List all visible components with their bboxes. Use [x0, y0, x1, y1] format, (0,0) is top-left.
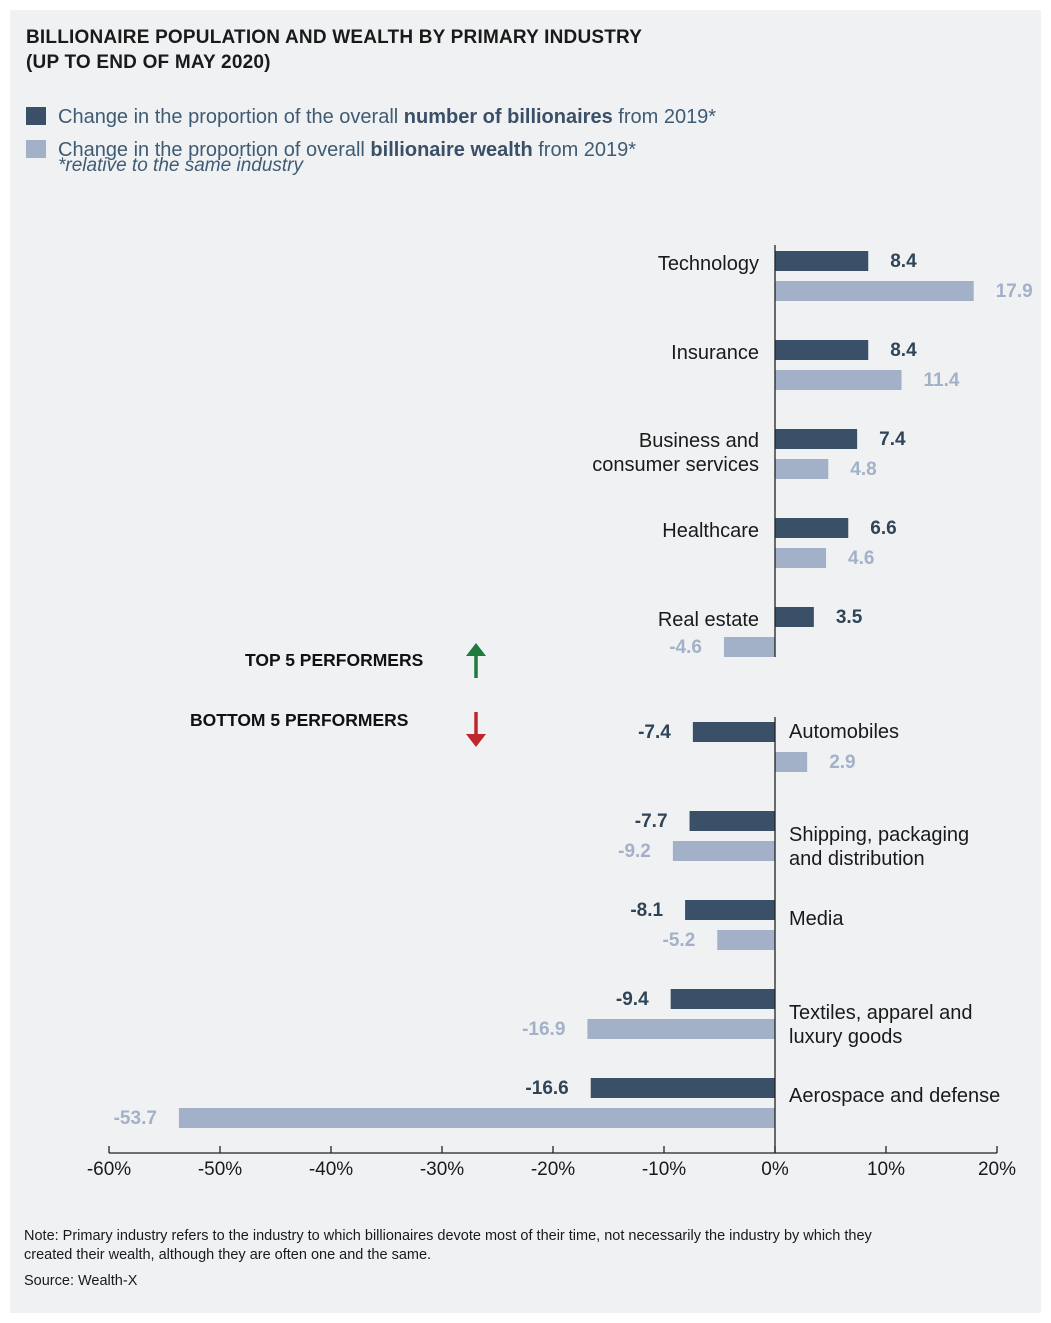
category-label: Textiles, apparel and [789, 1002, 972, 1024]
legend-footnote: *relative to the same industry [58, 155, 304, 176]
data-label: -9.2 [618, 841, 651, 862]
data-label: -9.4 [616, 989, 649, 1010]
data-label: 11.4 [924, 370, 960, 391]
data-label: 4.6 [848, 548, 874, 569]
x-tick-label: -50% [198, 1159, 242, 1180]
x-tick-label: -60% [87, 1159, 131, 1180]
bar-billionaire-wealth-0 [775, 281, 974, 301]
legend1-bold: number of billionaires [403, 106, 613, 128]
bar-billionaire-wealth-7 [717, 930, 775, 950]
up-arrow-icon [466, 643, 486, 678]
legend1-text: Change in the proportion of the overall [58, 106, 404, 128]
legend-swatch-dark [26, 107, 46, 125]
x-tick-label: 20% [978, 1159, 1016, 1180]
data-label: 4.8 [850, 459, 876, 480]
category-label: Automobiles [789, 721, 899, 743]
category-label: Business and [639, 430, 759, 452]
category-label: Technology [658, 253, 759, 275]
bar-billionaire-wealth-9 [178, 1108, 775, 1128]
x-tick-label: -40% [309, 1159, 353, 1180]
data-label: -16.6 [525, 1078, 568, 1099]
bar-billionaire-wealth-1 [775, 370, 902, 390]
data-label: 3.5 [836, 607, 863, 628]
legend-swatch-light [26, 140, 46, 158]
bar-billionaire-wealth-2 [775, 459, 829, 479]
category-label: Healthcare [662, 520, 759, 542]
data-label: 6.6 [870, 518, 896, 539]
bar-billionaire-wealth-8 [587, 1019, 775, 1039]
top-performers-label: TOP 5 PERFORMERS [245, 650, 424, 670]
data-label: 8.4 [890, 251, 917, 272]
x-tick-label: 0% [761, 1159, 789, 1180]
data-label: -7.7 [635, 811, 668, 832]
category-label: Shipping, packaging [789, 824, 969, 846]
bar-billionaire-count-4 [775, 607, 814, 627]
chart-panel [10, 10, 1041, 1313]
bar-billionaire-count-2 [775, 429, 858, 449]
bar-billionaire-count-8 [670, 989, 775, 1009]
data-label: 7.4 [879, 429, 906, 450]
category-label: Aerospace and defense [789, 1085, 1000, 1107]
data-label: -4.6 [669, 637, 702, 658]
bar-billionaire-count-6 [689, 811, 775, 831]
x-tick-label: -30% [420, 1159, 464, 1180]
category-label: and distribution [789, 848, 925, 870]
x-tick-label: -10% [642, 1159, 686, 1180]
bar-billionaire-count-9 [590, 1078, 775, 1098]
bar-billionaire-count-7 [685, 900, 775, 920]
x-tick-label: -20% [531, 1159, 575, 1180]
data-label: -16.9 [522, 1019, 565, 1040]
bar-billionaire-count-3 [775, 518, 849, 538]
category-label: Media [789, 908, 844, 930]
category-label: Insurance [671, 342, 759, 364]
x-tick-label: 10% [867, 1159, 905, 1180]
data-label: -53.7 [114, 1108, 157, 1129]
data-label: 8.4 [890, 340, 917, 361]
legend1-suffix: from 2019* [612, 106, 717, 128]
legend-item-billionaire-wealth: Change in the proportion of overall bill… [26, 138, 636, 162]
data-label: 2.9 [829, 752, 855, 773]
category-label: consumer services [592, 454, 759, 476]
bar-billionaire-count-1 [775, 340, 869, 360]
category-label: luxury goods [789, 1026, 902, 1048]
legend2-suffix: from 2019* [532, 139, 637, 161]
legend-item-billionaire-count: Change in the proportion of the overall … [26, 105, 716, 129]
chart-title: BILLIONAIRE POPULATION AND WEALTH BY PRI… [26, 25, 642, 75]
bar-billionaire-wealth-3 [775, 548, 827, 568]
footnote: Note: Primary industry refers to the ind… [24, 1228, 872, 1263]
bar-billionaire-count-5 [692, 722, 775, 742]
bar-billionaire-wealth-5 [775, 752, 808, 772]
data-label: -8.1 [630, 900, 663, 921]
legend2-text: Change in the proportion of overall [58, 139, 371, 161]
data-label: -7.4 [638, 722, 671, 743]
down-arrow-icon [466, 712, 486, 747]
bar-billionaire-wealth-4 [723, 637, 775, 657]
bottom-performers-label: BOTTOM 5 PERFORMERS [190, 710, 409, 730]
bar-billionaire-count-0 [775, 251, 869, 271]
bar-billionaire-wealth-6 [672, 841, 775, 861]
chart-title-line2: (UP TO END OF MAY 2020) [26, 52, 271, 73]
legend2-bold: billionaire wealth [370, 139, 533, 161]
data-label: -5.2 [663, 930, 696, 951]
data-label: 17.9 [996, 281, 1033, 302]
source-line: Source: Wealth-X [24, 1273, 138, 1289]
chart-title-line1: BILLIONAIRE POPULATION AND WEALTH BY PRI… [26, 27, 643, 48]
category-label: Real estate [658, 609, 759, 631]
